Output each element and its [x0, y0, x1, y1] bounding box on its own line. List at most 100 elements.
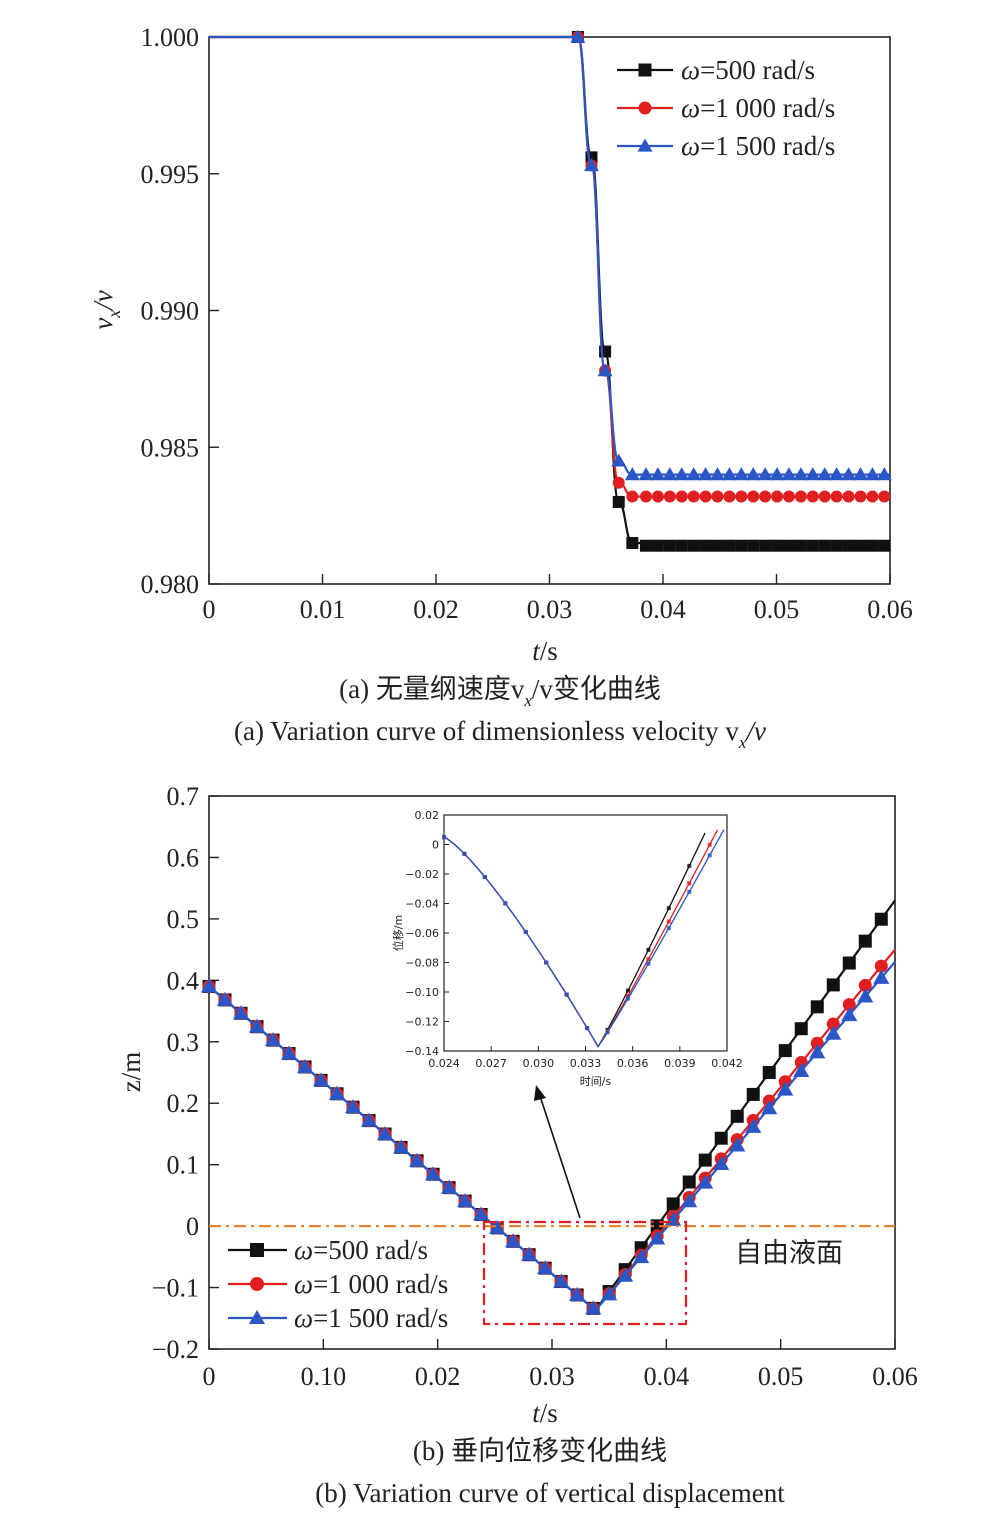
- b-data-point: [232, 1005, 250, 1020]
- b-legend-label: ω=1 500 rad/s: [294, 1303, 448, 1333]
- inset-ylabel: 位移/m: [391, 915, 405, 951]
- a-data-point: [747, 490, 760, 503]
- b-data-point: [585, 1300, 602, 1315]
- b-data-point: [697, 1174, 714, 1189]
- b-ytick-label: −0.2: [152, 1335, 199, 1364]
- a-data-point: [639, 539, 652, 552]
- b-data-point: [425, 1166, 442, 1181]
- b-data-point: [826, 1017, 840, 1031]
- inset-data-point: [646, 957, 651, 962]
- inset-data-point: [564, 992, 569, 997]
- a-xtick-label: 0.02: [413, 595, 459, 624]
- b-ytick-label: 0.2: [167, 1089, 200, 1118]
- a-data-point: [735, 490, 748, 503]
- b-data-point: [714, 1131, 728, 1145]
- inset-xtick-label: 0.030: [523, 1057, 555, 1070]
- svg-text:vx/v: vx/v: [88, 290, 124, 329]
- a-data-point: [597, 363, 613, 377]
- b-ytick-label: 0.3: [167, 1028, 200, 1057]
- a-data-point: [806, 539, 819, 552]
- inset-ytick-label: −0.04: [405, 898, 439, 911]
- b-data-point: [361, 1112, 378, 1127]
- a-data-point: [651, 539, 664, 552]
- a-data-point: [663, 490, 676, 503]
- inset-data-point: [707, 853, 712, 858]
- a-data-point: [793, 467, 809, 481]
- zoom-arrow: [539, 1095, 581, 1219]
- b-data-point: [264, 1032, 282, 1047]
- b-data-point: [762, 1066, 776, 1080]
- a-xtick-label: 0.01: [300, 595, 346, 624]
- caption-a-en: (a) Variation curve of dimensionless vel…: [234, 716, 766, 752]
- a-data-point: [817, 467, 833, 481]
- a-data-point: [842, 490, 855, 503]
- inset-xtick-label: 0.036: [617, 1057, 649, 1070]
- b-data-point: [200, 978, 218, 993]
- a-data-point: [864, 467, 880, 481]
- inset-xlabel: 时间/s: [580, 1075, 612, 1088]
- a-data-point: [794, 490, 807, 503]
- a-data-point: [747, 539, 760, 552]
- a-data-point: [626, 536, 639, 549]
- b-data-point: [809, 1044, 826, 1059]
- a-data-point: [759, 539, 772, 552]
- inset-ytick-label: −0.14: [405, 1045, 439, 1058]
- a-data-point: [711, 539, 724, 552]
- a-data-point: [842, 539, 855, 552]
- inset-xtick-label: 0.039: [664, 1057, 696, 1070]
- zoom-arrow-head: [534, 1085, 546, 1101]
- a-data-point: [626, 490, 639, 503]
- inset-xtick-label: 0.024: [428, 1057, 460, 1070]
- b-legend-marker: [250, 1243, 264, 1257]
- a-data-point: [699, 490, 712, 503]
- inset-ytick-label: −0.10: [405, 986, 439, 999]
- a-data-point: [711, 490, 724, 503]
- inset-data-point: [666, 926, 671, 931]
- b-data-point: [312, 1072, 330, 1087]
- a-data-point: [878, 490, 891, 503]
- inset-data-point: [687, 881, 692, 886]
- b-xtick-label: 0: [203, 1362, 216, 1391]
- a-data-point: [687, 490, 700, 503]
- a-data-point: [663, 539, 676, 552]
- svg-text:z/m: z/m: [116, 1052, 146, 1093]
- a-data-point: [876, 467, 892, 481]
- inset-data-point: [625, 993, 630, 998]
- a-data-point: [624, 467, 640, 481]
- a-data-point: [818, 539, 831, 552]
- a-legend-marker: [638, 101, 652, 115]
- inset-data-point: [625, 996, 630, 1001]
- inset-data-point: [666, 919, 671, 924]
- b-data-point: [666, 1197, 680, 1211]
- b-data-point: [681, 1193, 698, 1208]
- b-xtick-label: 0.05: [758, 1362, 804, 1391]
- b-data-point: [553, 1273, 570, 1288]
- a-data-point: [675, 539, 688, 552]
- b-data-point: [745, 1118, 762, 1133]
- b-data-point: [777, 1081, 794, 1096]
- a-data-point: [611, 453, 627, 467]
- b-data-point: [505, 1233, 522, 1248]
- a-data-point: [829, 467, 845, 481]
- chart-a-ylabel: vx/v: [88, 290, 124, 329]
- inset-data-point: [687, 889, 692, 894]
- a-data-point: [721, 467, 737, 481]
- a-data-point: [781, 467, 797, 481]
- b-data-point: [794, 1022, 808, 1036]
- b-data-point: [858, 934, 872, 948]
- a-data-point: [650, 467, 666, 481]
- chart-b-ylabel: z/m: [116, 1052, 146, 1093]
- a-data-point: [853, 467, 868, 481]
- a-legend-label: ω=1 500 rad/s: [681, 131, 835, 161]
- b-ytick-label: 0.5: [167, 905, 200, 934]
- b-data-point: [569, 1286, 586, 1301]
- a-ytick-label: 0.990: [141, 297, 200, 326]
- b-data-point: [345, 1099, 362, 1114]
- a-data-point: [675, 490, 688, 503]
- b-data-point: [248, 1018, 266, 1033]
- a-data-point: [794, 539, 807, 552]
- a-data-point: [612, 476, 625, 489]
- a-data-point: [759, 490, 772, 503]
- b-data-point: [713, 1155, 730, 1171]
- b-data-point: [682, 1175, 696, 1189]
